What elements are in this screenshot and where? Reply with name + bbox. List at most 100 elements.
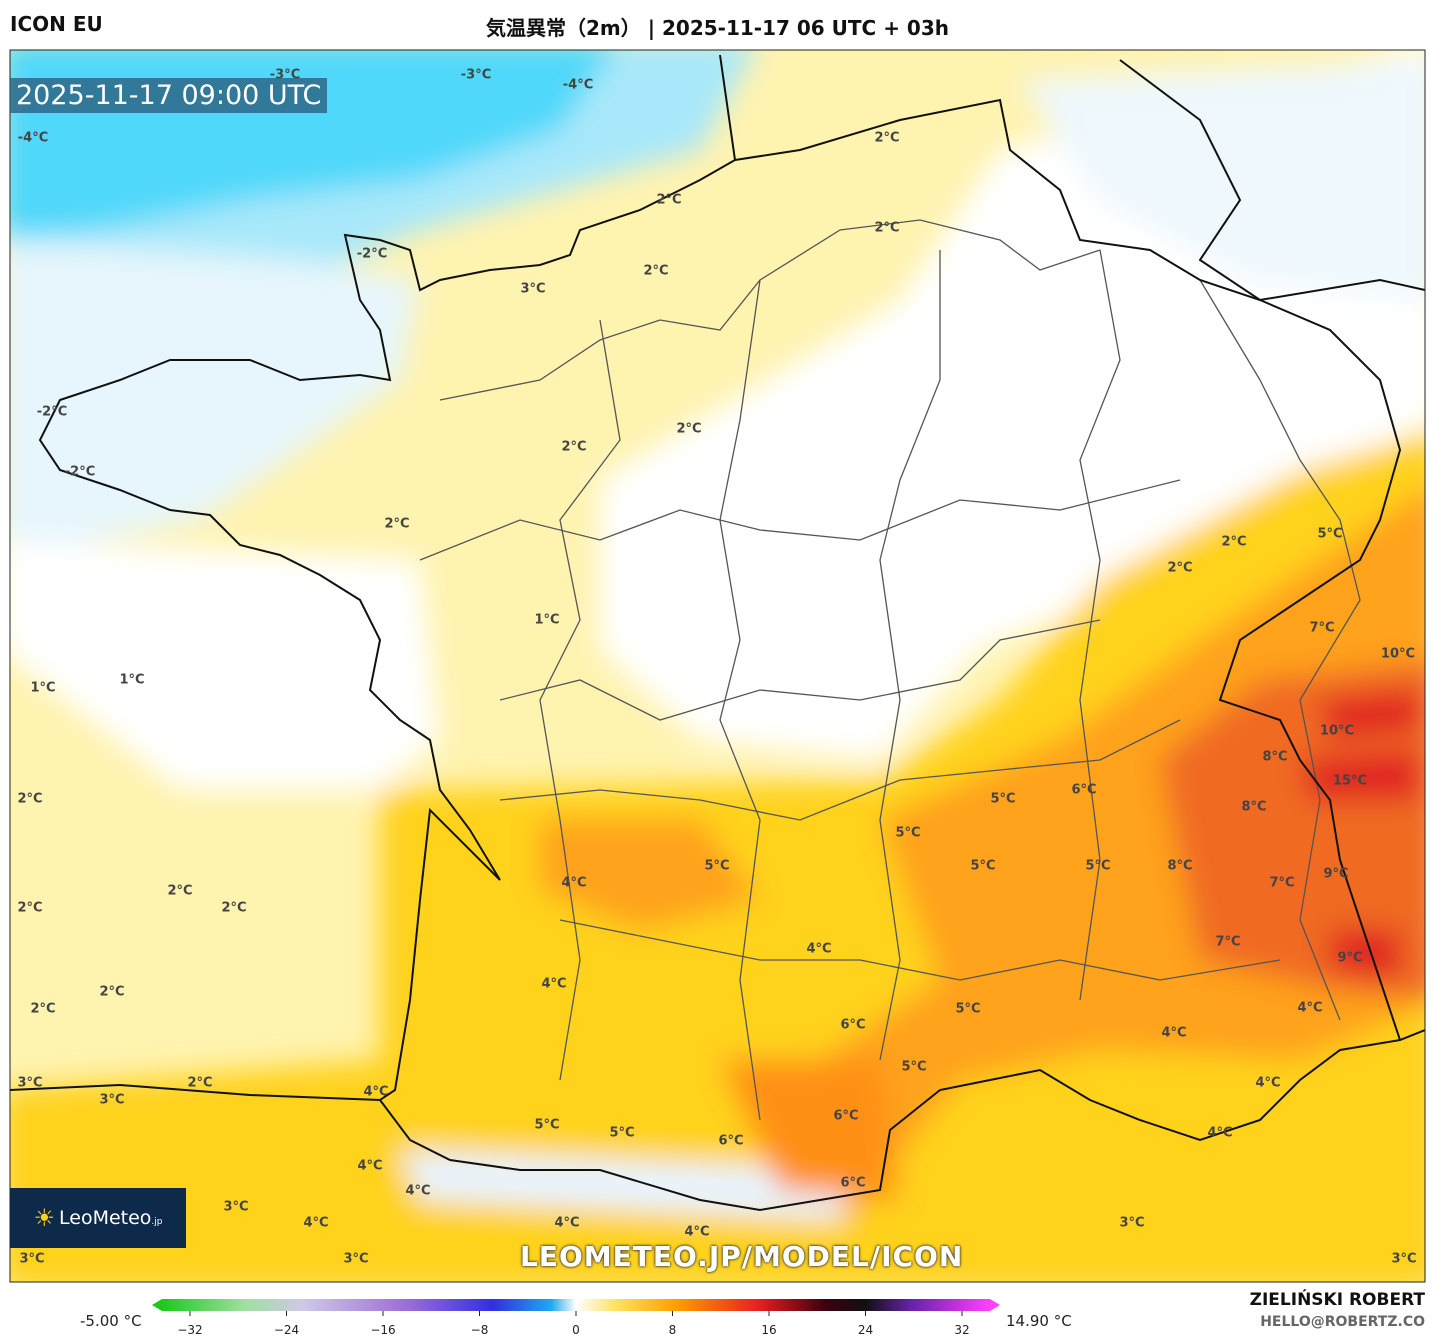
contour-label: 4°C (405, 1184, 430, 1199)
cool-area (400, 1150, 860, 1220)
warm-core (540, 820, 760, 930)
contour-label: 5°C (609, 1126, 634, 1141)
neutral-area (10, 540, 440, 790)
contour-label: 2°C (874, 221, 899, 236)
warm-core (720, 1060, 900, 1200)
contour-label: 7°C (1269, 876, 1294, 891)
contour-label: -2°C (65, 465, 95, 480)
contour-label: 15°C (1333, 774, 1367, 789)
contour-label: -2°C (357, 247, 387, 262)
contour-label: -4°C (563, 78, 593, 93)
colorbar-tick-label: −8 (471, 1323, 489, 1337)
contour-label: 10°C (1320, 724, 1354, 739)
logo-sun: ☀ (33, 1204, 55, 1232)
contour-label: 4°C (357, 1159, 382, 1174)
map-title: 気温異常（2m） | 2025-11-17 06 UTC + 03h (486, 16, 949, 40)
contour-label: 9°C (1323, 867, 1348, 882)
contour-label: 5°C (1085, 859, 1110, 874)
contour-label: 4°C (561, 876, 586, 891)
contour-label: 3°C (1391, 1252, 1416, 1267)
cool-area (1020, 60, 1425, 299)
contour-label: 5°C (1317, 527, 1342, 542)
logo-text: LeoMeteo (59, 1207, 152, 1229)
contour-label: 3°C (520, 282, 545, 297)
map-frame (9, 49, 1426, 1283)
contour-label: 2°C (221, 901, 246, 916)
contour-label: 2°C (187, 1076, 212, 1091)
contour-labels: -4°C-3°C -3°C-4°C2°C2°C2°C-2°C2°C3°C-2°C2… (17, 68, 1416, 1267)
contour-label: 8°C (1262, 750, 1287, 765)
contour-label: 4°C (1297, 1001, 1322, 1016)
colorbar-tick-label: −32 (177, 1323, 202, 1337)
contour-label: 3°C (1119, 1216, 1144, 1231)
colorbar-tick-label: 8 (669, 1323, 677, 1337)
contour-label: 4°C (1207, 1126, 1232, 1141)
contour-label: 1°C (30, 681, 55, 696)
contour-label: 1°C (534, 613, 559, 628)
colorbar-max-arrow (990, 1299, 1000, 1311)
colorbar-tick-label: 0 (572, 1323, 580, 1337)
contour-label: 6°C (718, 1134, 743, 1149)
colorbar: −32 −24 −16 −8 0 8 16 24 32 (152, 1299, 1000, 1337)
contour-label: 5°C (901, 1060, 926, 1075)
contour-label: 5°C (970, 859, 995, 874)
contour-label: 2°C (1167, 561, 1192, 576)
coastline (10, 54, 1425, 1212)
contour-label: 4°C (303, 1216, 328, 1231)
colorbar-tick-label: 32 (954, 1323, 969, 1337)
contour-label: 5°C (955, 1002, 980, 1017)
contour-label: 2°C (99, 985, 124, 1000)
contour-label: -2°C (37, 405, 67, 420)
contour-label: 2°C (17, 792, 42, 807)
contour-label: 2°C (874, 131, 899, 146)
author: ZIELIŃSKI ROBERT (1249, 1290, 1425, 1310)
model-name: ICON EU (10, 12, 103, 36)
contour-label: 3°C (17, 1076, 42, 1091)
colorbar-tick-label: −16 (370, 1323, 395, 1337)
contour-label: 4°C (806, 942, 831, 957)
hot-core (1300, 690, 1420, 980)
contour-label: 4°C (363, 1085, 388, 1100)
contour-label: -3°C (461, 68, 491, 83)
contour-label: 5°C (534, 1118, 559, 1133)
contour-label: 9°C (1337, 951, 1362, 966)
country-borders (734, 59, 1425, 1041)
contour-label: 6°C (1071, 783, 1096, 798)
contour-label: -4°C (18, 131, 48, 146)
email: HELLO@ROBERTZ.CO (1260, 1314, 1425, 1330)
cool-area (10, 240, 420, 558)
contour-label: 10°C (1381, 647, 1415, 662)
contour-label: 5°C (704, 859, 729, 874)
contour-label: 4°C (1161, 1026, 1186, 1041)
contour-label: 2°C (1221, 535, 1246, 550)
logo: ☀ LeoMeteo .jp (10, 1188, 186, 1248)
warm-core (760, 490, 1425, 1220)
map-field (10, 50, 1425, 1282)
contour-label: 2°C (656, 193, 681, 208)
contour-label: 3°C (223, 1200, 248, 1215)
contour-label: 2°C (384, 517, 409, 532)
contour-label: 8°C (1167, 859, 1192, 874)
colorbar-tick-label: −24 (274, 1323, 299, 1337)
colorbar-max-label: 14.90 °C (1006, 1312, 1072, 1330)
contour-label: 3°C (343, 1252, 368, 1267)
contour-label: 4°C (541, 977, 566, 992)
colorbar-tick-label: 16 (761, 1323, 776, 1337)
contour-label: 3°C (99, 1093, 124, 1108)
colorbar-min-label: -5.00 °C (80, 1312, 142, 1330)
contour-label: 7°C (1309, 621, 1334, 636)
contour-label: 2°C (643, 264, 668, 279)
contour-label: 6°C (840, 1176, 865, 1191)
contour-label: 2°C (561, 440, 586, 455)
colorbar-min-arrow (152, 1299, 162, 1311)
contour-label: 4°C (1255, 1076, 1280, 1091)
valid-time: 2025-11-17 09:00 UTC (10, 78, 328, 113)
contour-label: 1°C (119, 673, 144, 688)
contour-label: 5°C (990, 792, 1015, 807)
contour-label: 8°C (1241, 800, 1266, 815)
contour-label: 4°C (684, 1225, 709, 1240)
watermark: LEOMETEO.JP/MODEL/ICON (520, 1240, 964, 1273)
region-borders (419, 219, 1361, 1121)
